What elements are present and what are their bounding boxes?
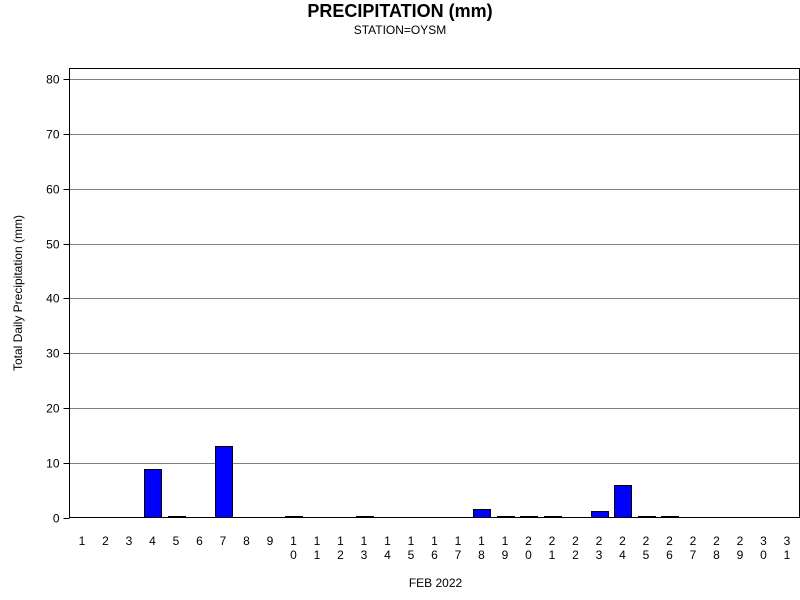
x-tick-label: 5 <box>173 534 180 548</box>
x-tick-label: 3 <box>126 534 133 548</box>
y-tick-label: 50 <box>46 238 60 252</box>
plot-frame <box>69 68 800 518</box>
bar-day-24 <box>614 485 632 518</box>
x-tick-label: 6 <box>196 534 203 548</box>
x-tick-label: 4 <box>149 534 156 548</box>
bar-day-7 <box>215 446 233 518</box>
y-tick-label: 70 <box>46 128 60 142</box>
x-tick-label: 9 <box>267 534 274 548</box>
bars <box>144 446 679 518</box>
y-tick-label: 20 <box>46 402 60 416</box>
y-tick-label: 60 <box>46 183 60 197</box>
chart-subtitle: STATION=OYSM <box>353 23 447 37</box>
bar-day-23 <box>591 511 609 518</box>
x-tick-label: 2 <box>102 534 109 548</box>
y-tick-label: 80 <box>46 73 60 87</box>
x-axis-ticks: 1 2 3 4 5 6 7 8 9 1 01 11 21 31 41 51 61 71 81 92 02 12 22 32 42… <box>79 534 791 562</box>
y-tick-label: 30 <box>46 347 60 361</box>
x-axis-label: FEB 2022 <box>409 576 463 590</box>
y-tick-label: 0 <box>53 512 60 526</box>
grid-lines <box>69 79 800 464</box>
y-axis-label: Total Daily Precipitation (mm) <box>11 215 25 371</box>
x-tick-label: 1 <box>79 534 86 548</box>
y-axis-ticks: 0 10 20 30 40 50 60 70 80 <box>46 73 70 526</box>
bar-day-18 <box>473 509 491 518</box>
x-tick-label: 7 <box>220 534 227 548</box>
x-tick-label: 8 <box>243 534 250 548</box>
y-tick-label: 10 <box>46 457 60 471</box>
chart-title: PRECIPITATION (mm) <box>307 1 493 21</box>
bar-day-4 <box>144 469 162 518</box>
y-tick-label: 40 <box>46 292 60 306</box>
